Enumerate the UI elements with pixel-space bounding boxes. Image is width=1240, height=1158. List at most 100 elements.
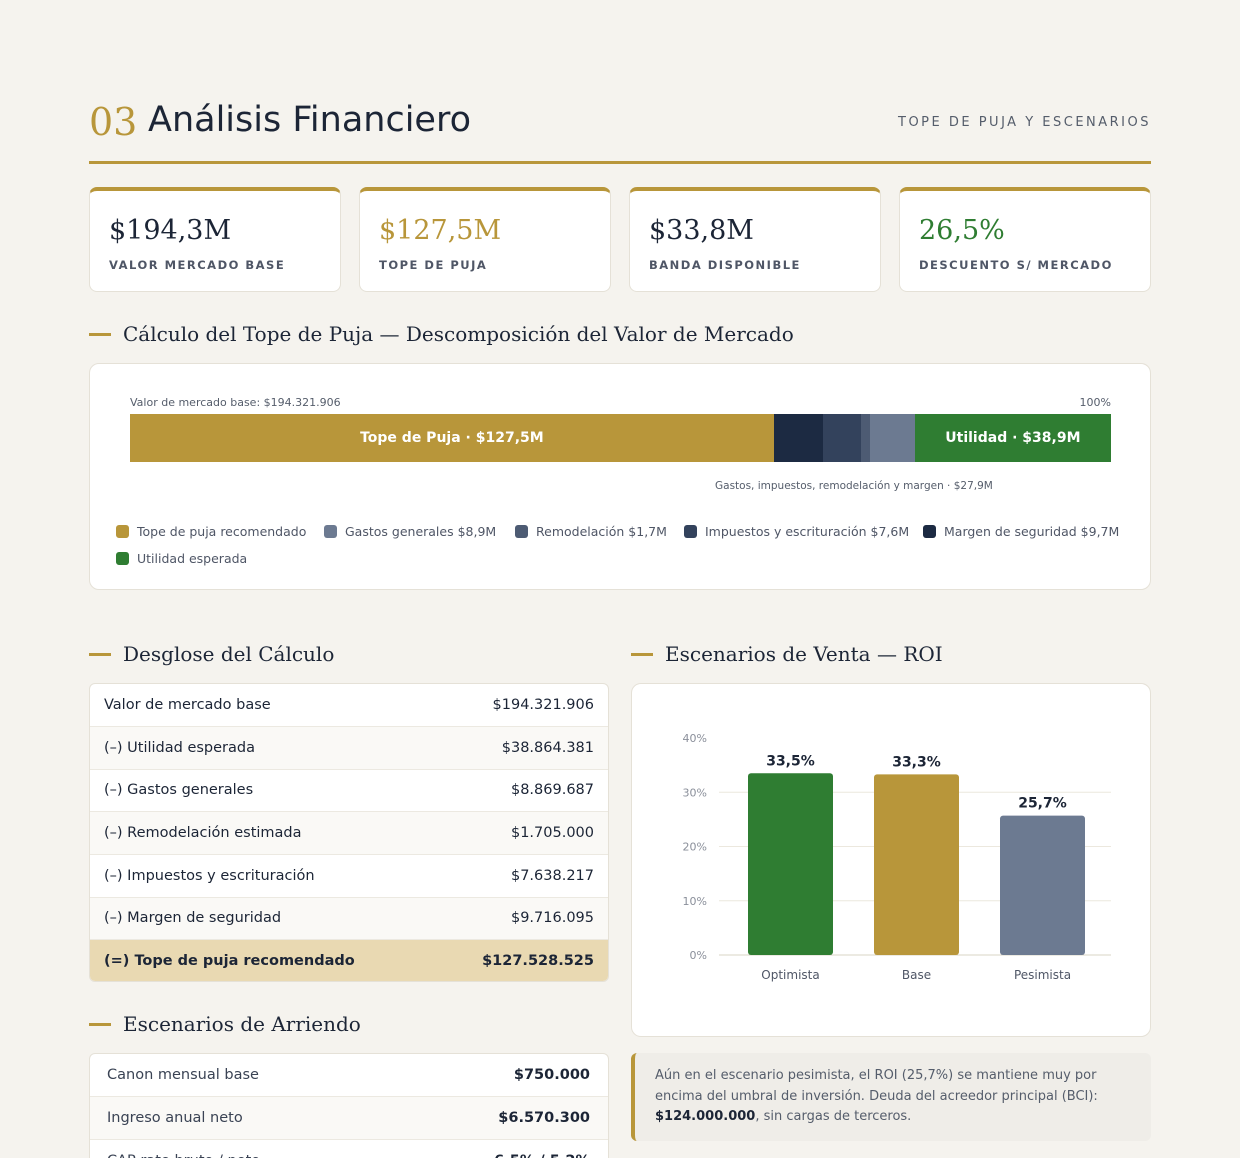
bar-value-label: 25,7% [1018,796,1067,812]
stack-note: Gastos, impuestos, remodelación y margen… [715,480,993,492]
desglose-section-title: Desglose del Cálculo [89,640,589,670]
seg-taxes [822,414,862,462]
arriendo-section-title: Escenarios de Arriendo [89,1010,589,1040]
legend-swatch [684,525,697,538]
row-label: Valor de mercado base [104,697,271,713]
x-tick-label: Pesimista [1014,968,1071,982]
kpi-label: TOPE DE PUJA [379,258,488,272]
table-row: Canon mensual base $750.000 [90,1054,608,1097]
row-label: CAP rate bruto / neto [107,1140,260,1158]
roi-section-title: Escenarios de Venta — ROI [631,640,1151,670]
roi-chart-card: 0% 10% 20% 30% 40% 33,5% Optimista 33,3% Base 25,… [631,683,1151,1037]
row-label: (–) Utilidad esperada [104,740,255,756]
callout-note: Aún en el escenario pesimista, el ROI (2… [631,1053,1151,1141]
desglose-table: Valor de mercado base $194.321.906 (–) U… [89,683,609,982]
row-label: (–) Remodelación estimada [104,825,302,841]
section-title: Escenarios de Venta — ROI [665,642,943,666]
kpi-value: $33,8M [649,215,754,246]
row-value: $194.321.906 [492,697,594,713]
page-title: Análisis Financiero [148,100,471,140]
kpi-value: 26,5% [919,215,1005,246]
section-title: Escenarios de Arriendo [123,1012,361,1036]
kpi-label: BANDA DISPONIBLE [649,258,801,272]
seg-remodel [861,414,870,462]
legend-item: Margen de seguridad $9,7M [923,524,1119,539]
legend-swatch [515,525,528,538]
callout-text: Aún en el escenario pesimista, el ROI (2… [655,1068,1098,1104]
seg-profit: Utilidad · $38,9M [914,414,1111,462]
legend-item: Impuestos y escrituración $7,6M [684,524,909,539]
stacked-bar: Tope de Puja · $127,5M Utilidad · $38,9M [130,414,1111,462]
row-label: (–) Impuestos y escrituración [104,868,315,884]
title-dash [89,333,111,336]
legend-swatch [116,552,129,565]
bar-value-label: 33,3% [892,754,941,770]
legend-swatch [116,525,129,538]
roi-bar [1000,815,1085,955]
row-label: (–) Gastos generales [104,782,254,798]
legend-item: Gastos generales $8,9M [324,524,496,539]
roi-bar [874,774,959,955]
table-row: CAP rate bruto / neto 6,5% / 5,2% [90,1140,608,1158]
kpi-label: DESCUENTO S/ MERCADO [919,258,1113,272]
table-total-row: (=) Tope de puja recomendado $127.528.52… [90,940,608,981]
legend-swatch [324,525,337,538]
row-value: $8.869.687 [510,782,594,798]
breakdown-card: Valor de mercado base: $194.321.906 100%… [89,363,1151,590]
row-label: (–) Margen de seguridad [104,910,282,926]
row-label: Ingreso anual neto [107,1110,243,1126]
breakdown-section-title: Cálculo del Tope de Puja — Descomposició… [89,320,1151,350]
bar-value-label: 33,5% [766,753,815,769]
row-value: $38.864.381 [501,740,594,756]
table-row: (–) Utilidad esperada $38.864.381 [90,727,608,770]
kpi-card-band: $33,8M BANDA DISPONIBLE [629,187,881,292]
y-tick-label: 10% [683,895,707,908]
y-tick-label: 0% [690,949,707,962]
kpi-cards: $194,3M VALOR MERCADO BASE $127,5M TOPE … [89,187,1151,292]
title-dash [631,653,653,656]
row-value: $7.638.217 [510,868,594,884]
seg-bid: Tope de Puja · $127,5M [130,414,774,462]
x-tick-label: Optimista [761,968,819,982]
stack-top-right: 100% [1079,396,1111,409]
seg-expenses [870,414,915,462]
table-row: (–) Remodelación estimada $1.705.000 [90,812,608,855]
y-tick-label: 20% [683,841,707,854]
kpi-card-market-value: $194,3M VALOR MERCADO BASE [89,187,341,292]
stack-top-left: Valor de mercado base: $194.321.906 [130,396,341,409]
seg-margin [773,414,823,462]
legend-item: Tope de puja recomendado [116,524,306,539]
section-header: 03 Análisis Financiero TOPE DE PUJA Y ES… [89,96,1151,164]
row-value: $9.716.095 [510,910,594,926]
kpi-label: VALOR MERCADO BASE [109,258,286,272]
y-tick-label: 30% [683,786,707,799]
table-row: (–) Impuestos y escrituración $7.638.217 [90,855,608,898]
legend-item: Remodelación $1,7M [515,524,667,539]
table-row: Ingreso anual neto $6.570.300 [90,1097,608,1140]
callout-debt: $124.000.000 [655,1109,756,1124]
row-value: $127.528.525 [482,953,594,969]
kpi-value: $127,5M [379,215,502,246]
section-title: Cálculo del Tope de Puja — Descomposició… [123,322,794,346]
legend-swatch [923,525,936,538]
roi-chart: 0% 10% 20% 30% 40% 33,5% Optimista 33,3% Base 25,… [683,732,1111,982]
callout-text-end: , sin cargas de terceros. [755,1109,912,1124]
y-tick-label: 40% [683,732,707,745]
kpi-value: $194,3M [109,215,232,246]
page-subtitle: TOPE DE PUJA Y ESCENARIOS [898,115,1151,130]
kpi-card-discount: 26,5% DESCUENTO S/ MERCADO [899,187,1151,292]
legend-item: Utilidad esperada [116,551,247,566]
roi-bar [748,773,833,955]
section-title: Desglose del Cálculo [123,642,335,666]
row-value: 6,5% / 5,2% [494,1140,590,1158]
row-value: $1.705.000 [510,825,594,841]
row-label: Canon mensual base [107,1067,259,1083]
table-row: (–) Margen de seguridad $9.716.095 [90,898,608,940]
title-dash [89,653,111,656]
kpi-card-bid-cap: $127,5M TOPE DE PUJA [359,187,611,292]
title-dash [89,1023,111,1026]
row-value: $750.000 [513,1067,590,1083]
row-value: $6.570.300 [498,1110,590,1126]
x-tick-label: Base [902,968,931,982]
table-row: (–) Gastos generales $8.869.687 [90,770,608,812]
